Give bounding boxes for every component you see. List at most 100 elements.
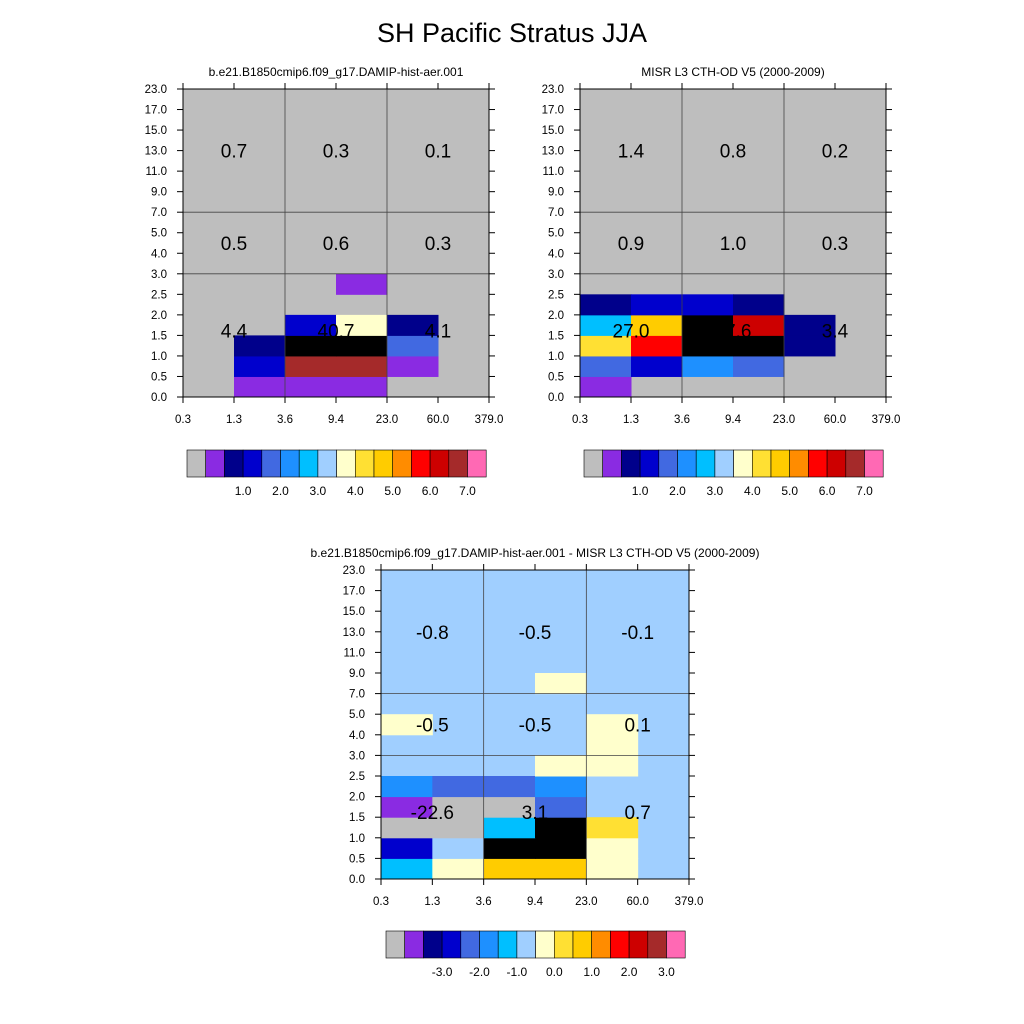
y-tick-label: 15.0 [343,606,365,618]
colorbar-label: 2.0 [621,965,638,979]
y-tick-label: 9.0 [151,187,167,199]
colorbar-swatch [572,930,593,959]
colorbar: 1.0 2.0 3.0 4.0 5.0 6.0 7.0 [186,449,487,498]
colorbar-label: 1.0 [583,965,600,979]
heatmap-cell [631,335,683,357]
x-tick-label: 1.3 [226,414,242,426]
heatmap-cell [432,837,485,859]
x-tick-label: 379.0 [675,896,704,908]
colorbar-swatch [628,930,649,959]
heatmap-cell [336,314,388,336]
heatmap-cell [631,355,683,377]
y-tick-label: 23.0 [542,84,564,96]
heatmap-cell [586,714,639,736]
y-tick-label: 0.0 [548,392,564,404]
heatmap-cell [784,314,836,336]
heatmap-cell [586,858,639,880]
y-tick-label: 7.0 [151,207,167,219]
x-tick-label: 23.0 [376,414,398,426]
heatmap-cell [381,817,433,839]
heatmap-cell [733,314,785,336]
y-tick-label: 3.0 [151,269,167,281]
heatmap-cell [483,776,536,798]
heatmap-cell [580,294,632,316]
colorbar-label: 2.0 [669,484,686,498]
heatmap-cell [432,796,485,818]
y-tick-label: 15.0 [145,125,167,137]
box-value: 1.0 [720,234,746,255]
x-tick-label: 3.6 [674,414,690,426]
x-tick-label: 1.3 [623,414,639,426]
heatmap-panel-3: 0.0 0.5 1.0 1.5 2.0 2.5 3.0 4.0 5.0 7.0 9.0 11.0 13.… [311,546,760,979]
y-tick-label: 0.0 [151,392,167,404]
colorbar-label: 3.0 [707,484,724,498]
y-tick-label: 4.0 [349,730,365,742]
colorbar-swatch [658,449,678,478]
y-tick-label: 17.0 [542,105,564,117]
box-value: 4.1 [425,321,451,342]
colorbar-label: 4.0 [347,484,364,498]
heatmap-cell [336,355,388,377]
x-tick-label: 379.0 [872,414,901,426]
heatmap-cell [535,796,587,818]
heatmap-cell [682,314,734,336]
colorbar-swatch [770,449,791,478]
heatmap-cell [682,355,734,377]
box-value: 0.3 [822,234,848,255]
y-tick-label: 2.0 [548,310,564,322]
colorbar-swatch [441,930,462,959]
heatmap-cell [631,294,683,316]
colorbar-swatch [789,449,809,478]
x-tick-label: 0.3 [373,896,389,908]
x-tick-label: 0.3 [175,414,191,426]
heatmap-cell [432,858,485,880]
box-value: 27.0 [613,321,650,342]
box-value: -22.6 [411,803,454,824]
colorbar-swatch [733,449,753,478]
colorbar-swatch [373,449,394,478]
heatmap-cell [285,335,337,357]
colorbar-swatch [479,930,499,959]
colorbar-swatch [385,930,406,959]
y-tick-label: 0.5 [548,371,564,383]
y-tick-label: 0.5 [151,371,167,383]
box-value: 0.1 [425,142,451,163]
x-tick-label: 60.0 [626,896,648,908]
box-value: -0.1 [621,623,654,644]
heatmap-cell [336,273,388,295]
y-tick-label: 0.0 [349,874,365,886]
box-value: 0.3 [425,234,451,255]
colorbar-swatch [516,930,536,959]
box-value: 1.4 [618,142,645,163]
box-value: 3.4 [822,321,849,342]
colorbar-swatch [336,449,356,478]
x-tick-label: 3.6 [476,896,492,908]
y-tick-label: 1.5 [548,330,564,342]
y-tick-label: 2.5 [548,289,564,301]
panel-title: b.e21.B1850cmip6.f09_g17.DAMIP-hist-aer.… [311,546,760,560]
y-tick-label: 2.0 [349,792,365,804]
box-value: 37.6 [715,321,752,342]
heatmap-cell [387,314,439,336]
heatmap-panel-2: 0.0 0.5 1.0 1.5 2.0 2.5 3.0 4.0 5.0 7.0 9.0 11.0 13.… [542,65,901,498]
y-tick-label: 1.0 [349,833,365,845]
heatmap-cell [631,314,683,336]
x-tick-label: 60.0 [824,414,846,426]
heatmap-cell [234,376,286,398]
figure-title: SH Pacific Stratus JJA [376,18,648,48]
colorbar-swatch [647,930,667,959]
heatmap-cell [682,335,734,357]
y-tick-label: 9.0 [349,668,365,680]
colorbar-swatch [298,449,319,478]
heatmap-cell [483,796,536,818]
heatmap-cell [381,837,433,859]
y-tick-label: 13.0 [145,146,167,158]
heatmap-cell [580,355,632,377]
colorbar-swatch [186,449,207,478]
colorbar-label: 5.0 [781,484,798,498]
box-value: 0.6 [323,234,349,255]
x-tick-label: 9.4 [527,896,544,908]
colorbar-swatch [677,449,697,478]
colorbar-swatch [714,449,734,478]
colorbar-swatch [411,449,431,478]
